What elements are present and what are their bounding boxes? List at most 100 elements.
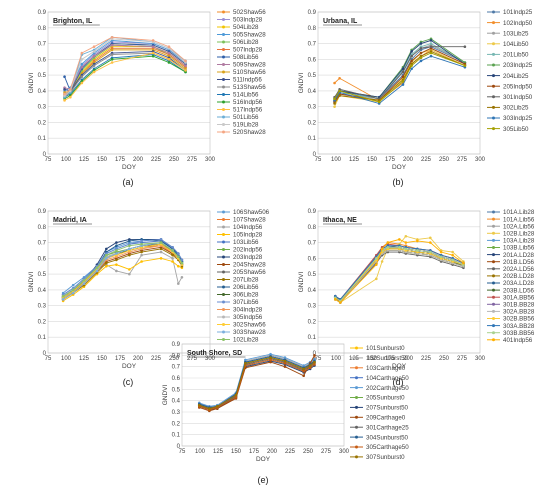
x-tick-label: 250 [169, 356, 180, 362]
data-point [463, 64, 467, 67]
series-line [334, 248, 464, 304]
data-point [269, 360, 272, 364]
legend-label: 302Shaw56 [233, 322, 266, 329]
data-point [410, 54, 413, 58]
legend-label: 520Shaw28 [233, 129, 266, 136]
data-point [419, 42, 423, 45]
legend-swatch-marker [222, 55, 225, 59]
series-line [335, 246, 464, 302]
x-tick-label: 75 [45, 157, 52, 163]
series-line [335, 235, 464, 304]
legend-swatch-marker [492, 309, 495, 313]
y-tick-label: 0.2 [308, 120, 317, 126]
legend-swatch-marker [492, 84, 495, 88]
series-line [62, 242, 183, 300]
data-point [180, 258, 184, 262]
chart-panel-1: 0 0.1 0.2 0.3 0.4 0.5 0.6 0.7 0.8 0.9 75 100 125 150 1… [28, 9, 266, 187]
y-tick-label: 0.6 [38, 57, 47, 63]
y-tick-label: 0 [313, 351, 317, 357]
data-point [63, 92, 66, 96]
legend-label: 204Shaw28 [233, 262, 266, 269]
data-point [333, 97, 336, 101]
legend-swatch-marker [492, 210, 495, 214]
legend-swatch-marker [222, 40, 225, 44]
legend-label: 103Lib25 [503, 30, 529, 37]
series-line [334, 38, 466, 100]
legend-swatch-marker [492, 288, 495, 292]
series-line [199, 356, 315, 408]
legend-swatch-marker [222, 115, 225, 119]
plot-area [181, 343, 345, 447]
y-tick-label: 0.6 [308, 256, 317, 262]
y-tick-label: 0.5 [308, 73, 317, 79]
y-tick-label: 0.3 [308, 304, 317, 310]
legend-label: 301Carthage25 [366, 424, 409, 431]
data-point [171, 245, 174, 249]
legend-label: 102A.Lib56 [503, 223, 535, 230]
data-point [69, 88, 72, 91]
data-point [92, 54, 96, 58]
data-point [105, 247, 108, 251]
data-point [419, 59, 423, 63]
legend-label: 103Carthage0 [366, 365, 406, 372]
legend-swatch-marker [222, 330, 225, 334]
legend-swatch-marker [492, 274, 495, 278]
panel-label: (b) [393, 177, 404, 187]
data-point [429, 250, 432, 254]
x-tick-label: 275 [321, 449, 332, 455]
data-point [128, 239, 131, 243]
legend-label: 201Lib50 [503, 52, 529, 59]
legend-swatch-marker [492, 281, 495, 285]
plot-area [47, 11, 211, 155]
legend-label: 513Shaw56 [233, 84, 266, 91]
legend-label: 504Lib28 [233, 24, 259, 31]
data-point [92, 64, 96, 67]
data-point [184, 59, 187, 63]
legend-label: 507Indp28 [233, 47, 263, 54]
data-point [333, 81, 336, 85]
data-point [375, 257, 378, 260]
y-tick-label: 0.6 [38, 256, 47, 262]
series-line [334, 39, 466, 101]
y-tick-label: 0 [43, 351, 47, 357]
data-point [197, 403, 201, 407]
series-line [334, 50, 466, 104]
legend-swatch-marker [492, 260, 495, 264]
data-point [80, 75, 84, 78]
legend-swatch-marker [355, 415, 358, 419]
series-line [64, 50, 186, 92]
data-point [110, 61, 114, 64]
y-tick-label: 0.8 [38, 225, 47, 231]
data-point [159, 247, 163, 251]
data-point [110, 35, 114, 39]
y-tick-label: 0.1 [308, 136, 317, 142]
x-tick-label: 300 [475, 157, 486, 163]
series-line [334, 52, 466, 103]
series-line [62, 246, 183, 300]
data-point [177, 264, 180, 268]
data-point [105, 257, 108, 260]
legend-label: 203Indp25 [503, 62, 533, 69]
data-point [92, 50, 96, 53]
legend-swatch-marker [355, 386, 358, 390]
legend-label: 202A.LD56 [503, 266, 535, 273]
data-point [398, 238, 401, 241]
series-line [62, 242, 183, 297]
data-point [269, 352, 272, 356]
data-point [80, 65, 84, 69]
legend-swatch-marker [492, 42, 495, 46]
data-point [439, 255, 443, 259]
y-tick-label: 0.3 [308, 105, 317, 111]
y-tick-label: 0.8 [308, 225, 317, 231]
x-tick-label: 175 [115, 356, 126, 362]
y-tick-label: 0 [43, 152, 47, 158]
legend-swatch-marker [222, 63, 225, 66]
legend-swatch-marker [222, 315, 225, 319]
data-point [313, 357, 316, 361]
data-point [151, 54, 155, 58]
data-point [215, 405, 219, 408]
data-point [234, 393, 238, 397]
y-tick-label: 0.7 [38, 42, 47, 48]
data-point [80, 58, 84, 61]
